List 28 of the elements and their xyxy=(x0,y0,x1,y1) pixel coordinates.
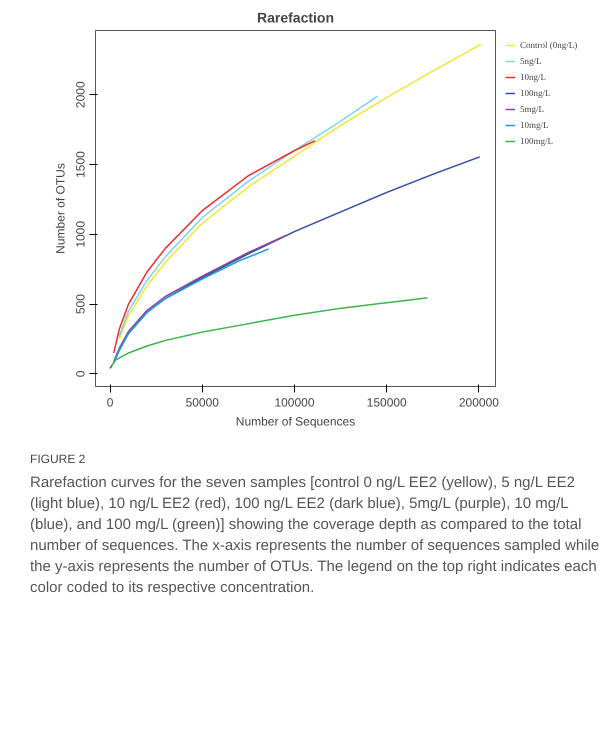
line-series xyxy=(113,140,316,354)
y-tick-label: 1500 xyxy=(74,150,88,178)
line-series xyxy=(118,44,482,340)
x-tick-label: 50000 xyxy=(186,396,220,410)
x-axis-title: Number of Sequences xyxy=(236,414,356,428)
line-series xyxy=(111,297,428,366)
text: Rarefaction curves for the seven samples [control 0 ng/L EE2 (yellow), 5 ng/L EE2 (light blue), 10 ng/L EE2 (red), 100 ng/L EE2 (dark blue), 5mg/L (purple), 10 mg/L (blue), and 100 mg/L (green)] showing the coverage depth as compared to the total number of sequences. The x-axis represents the number of sequences sampled while the y-axis represents the number of OTUs. The legend on the top right indicates each color coded to its respective concentration. xyxy=(30,473,600,598)
y-tick-label: 0 xyxy=(74,370,88,378)
y-tick-label: 500 xyxy=(74,294,88,314)
line-series xyxy=(113,248,270,363)
x-tick-label: 200000 xyxy=(458,396,500,410)
legend-label: 10mg/L xyxy=(520,120,548,130)
x-tick-label: 100000 xyxy=(274,396,315,410)
legend-label: 100mg/L xyxy=(520,136,553,146)
legend-label: 5ng/L xyxy=(520,56,542,66)
y-axis-title: Number of OTUs xyxy=(54,163,68,254)
caption: FIGURE 2 xyxy=(30,451,86,468)
x-tick-label: 0 xyxy=(106,396,114,410)
line-series xyxy=(118,95,378,337)
legend-label: Control (0ng/L) xyxy=(520,40,578,50)
chart-title: Rarefaction xyxy=(256,10,334,26)
line-series xyxy=(113,234,286,362)
y-tick-label: 2000 xyxy=(74,81,88,108)
legend-label: 100ng/L xyxy=(520,88,550,98)
y-tick-label: 1000 xyxy=(74,220,88,248)
x-tick-label: 150000 xyxy=(366,396,408,410)
legend-label: 10ng/L xyxy=(520,72,546,82)
legend-label: 5mg/L xyxy=(520,104,544,114)
